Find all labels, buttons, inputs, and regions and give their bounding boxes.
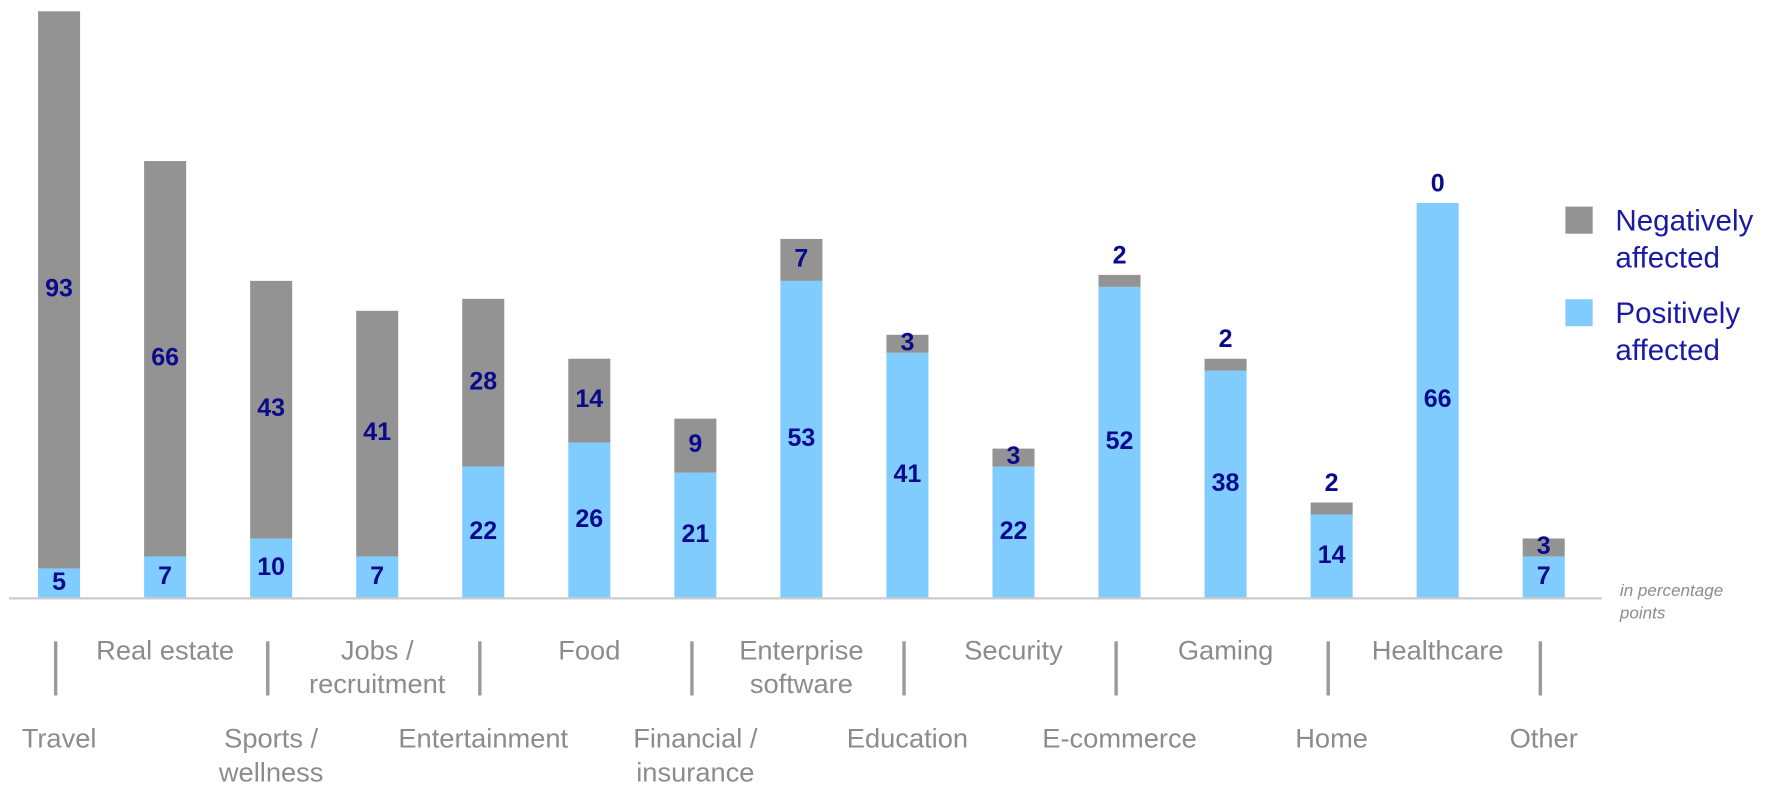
- value-label: 53: [787, 424, 815, 452]
- value-label: 3: [900, 328, 914, 356]
- value-label: 52: [1106, 427, 1134, 455]
- value-label: 5: [52, 568, 66, 596]
- category-label: Education: [846, 723, 969, 755]
- value-label: 3: [1537, 532, 1551, 560]
- bar-segment: [886, 334, 929, 353]
- category-label: Security: [964, 635, 1063, 667]
- category-label: Enterprise software: [739, 635, 864, 700]
- bar-segment: [674, 418, 717, 473]
- legend-swatch: [1565, 299, 1593, 327]
- bar-segment: [1310, 514, 1353, 599]
- bar-segment: [674, 472, 717, 599]
- bar-segment: [992, 466, 1035, 599]
- value-label: 38: [1212, 469, 1240, 497]
- value-label: 2: [1219, 325, 1233, 353]
- legend-label: Positively affected: [1615, 295, 1741, 367]
- annotation: in percentage points: [1619, 581, 1724, 624]
- bar-segment: [568, 442, 611, 599]
- bar-segment: [144, 161, 187, 557]
- bar-segment: [780, 238, 823, 281]
- value-label: 21: [681, 520, 709, 548]
- value-label: 10: [257, 553, 285, 581]
- bar-segment: [250, 280, 293, 539]
- value-label: 28: [469, 367, 497, 395]
- category-label: Travel: [21, 723, 97, 755]
- value-label: 26: [575, 505, 603, 533]
- category-label: Jobs / recruitment: [309, 635, 446, 700]
- category-label: Food: [558, 635, 621, 667]
- category-label: Gaming: [1177, 635, 1274, 667]
- bar-segment: [568, 358, 611, 443]
- bar-segment: [780, 280, 823, 599]
- category-label: Sports / wellness: [218, 723, 324, 789]
- legend-label: Negatively affected: [1615, 203, 1754, 275]
- value-label: 22: [1000, 517, 1028, 545]
- bar-segment: [1098, 274, 1141, 287]
- bar-segment: [144, 556, 187, 599]
- category-label: Entertainment: [398, 723, 569, 755]
- bar-segment: [1204, 370, 1247, 599]
- bar-segment: [1098, 286, 1141, 599]
- value-label: 3: [1007, 442, 1021, 470]
- bar-segment: [1522, 556, 1565, 599]
- value-label: 93: [45, 274, 73, 302]
- value-label: 2: [1325, 469, 1339, 497]
- bar-segment: [462, 298, 505, 467]
- value-label: 43: [257, 394, 285, 422]
- value-label: 14: [1318, 541, 1346, 569]
- value-label: 7: [158, 562, 172, 590]
- category-label: Other: [1509, 723, 1578, 755]
- value-label: 41: [363, 418, 391, 446]
- bar-segment: [356, 556, 399, 599]
- category-label: Home: [1295, 723, 1368, 755]
- value-label: 7: [794, 245, 808, 273]
- category-label: Healthcare: [1371, 635, 1504, 667]
- bar-segment: [250, 538, 293, 599]
- value-label: 66: [151, 343, 179, 371]
- bar-segment: [356, 310, 399, 557]
- value-label: 9: [688, 430, 702, 458]
- bar-segment: [38, 11, 81, 569]
- bar-segment: [1310, 502, 1353, 515]
- bar-segment: [462, 466, 505, 599]
- bar-segment: [1416, 202, 1459, 599]
- value-label: 2: [1113, 241, 1127, 269]
- category-label: Financial / insurance: [633, 723, 758, 789]
- value-label: 22: [469, 517, 497, 545]
- value-label: 7: [370, 562, 384, 590]
- value-label: 7: [1537, 562, 1551, 590]
- bar-segment: [992, 448, 1035, 467]
- value-label: 0: [1431, 170, 1445, 198]
- value-label: 41: [894, 460, 922, 488]
- legend-swatch: [1565, 206, 1593, 234]
- value-label: 66: [1424, 385, 1452, 413]
- bar-segment: [1204, 358, 1247, 371]
- bar-segment: [1522, 538, 1565, 557]
- value-label: 14: [575, 385, 603, 413]
- category-label: E-commerce: [1042, 723, 1197, 755]
- bar-segment: [886, 352, 929, 599]
- category-label: Real estate: [96, 635, 235, 667]
- bar-segment: [38, 568, 81, 599]
